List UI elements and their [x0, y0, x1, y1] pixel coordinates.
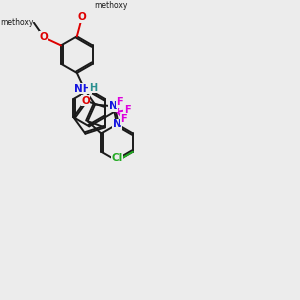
Text: N: N	[113, 119, 122, 129]
Text: methoxy: methoxy	[94, 1, 128, 10]
Text: Cl: Cl	[112, 153, 123, 163]
Text: O: O	[39, 32, 48, 42]
Text: O: O	[77, 12, 86, 22]
Text: H: H	[89, 83, 97, 93]
Text: NH: NH	[74, 84, 92, 94]
Text: O: O	[81, 96, 90, 106]
Text: F: F	[121, 114, 127, 124]
Text: N: N	[109, 101, 118, 111]
Text: methoxy: methoxy	[1, 18, 34, 27]
Text: F: F	[124, 105, 130, 115]
Text: F: F	[117, 97, 123, 107]
